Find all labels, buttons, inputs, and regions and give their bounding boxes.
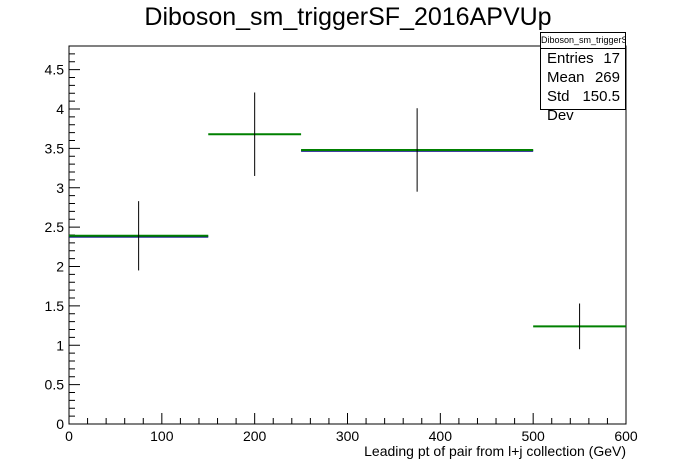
- y-tick-label: 1: [56, 337, 64, 353]
- stats-value: 150.5: [582, 88, 620, 105]
- y-tick-label: 0: [56, 416, 64, 432]
- stats-row-entries: Entries 17: [541, 49, 625, 68]
- y-tick-label: 0.5: [45, 377, 65, 393]
- y-tick-label: 3.5: [45, 140, 65, 156]
- x-tick-label: 500: [521, 428, 545, 444]
- axes: 0 100 200 300 400 500 600 0 0.5 1 1.5 2 2.5 3 3.5 4 4.5: [45, 45, 638, 444]
- y-tick-label: 3: [56, 180, 64, 196]
- x-tick-label: 100: [150, 428, 174, 444]
- x-tick-label: 300: [336, 428, 360, 444]
- stats-label: Mean: [547, 69, 585, 86]
- stats-value: 17: [603, 50, 620, 67]
- y-tick-label: 1.5: [45, 298, 65, 314]
- y-tick-label: 2: [56, 259, 64, 275]
- stats-box-name: Diboson_sm_triggerSF_2016APVUp: [541, 33, 625, 49]
- y-tick-label: 2.5: [45, 219, 65, 235]
- stats-row-stddev: Std Dev 150.5: [541, 87, 625, 124]
- x-tick-label: 200: [243, 428, 267, 444]
- y-tick-label: 4: [56, 101, 64, 117]
- stats-row-mean: Mean 269: [541, 68, 625, 87]
- y-tick-label: 4.5: [45, 62, 65, 78]
- stats-label: Entries: [547, 50, 594, 67]
- x-tick-label: 0: [65, 428, 73, 444]
- stats-label: Std Dev: [547, 88, 574, 124]
- stats-box: Diboson_sm_triggerSF_2016APVUp Entries 1…: [540, 32, 626, 124]
- stats-value: 269: [594, 69, 620, 86]
- x-tick-label: 400: [429, 428, 453, 444]
- x-axis-title: Leading pt of pair from l+j collection (…: [364, 443, 626, 459]
- x-tick-label: 600: [614, 428, 638, 444]
- histogram-marks: [69, 92, 626, 350]
- chart-title: Diboson_sm_triggerSF_2016APVUp: [144, 3, 552, 31]
